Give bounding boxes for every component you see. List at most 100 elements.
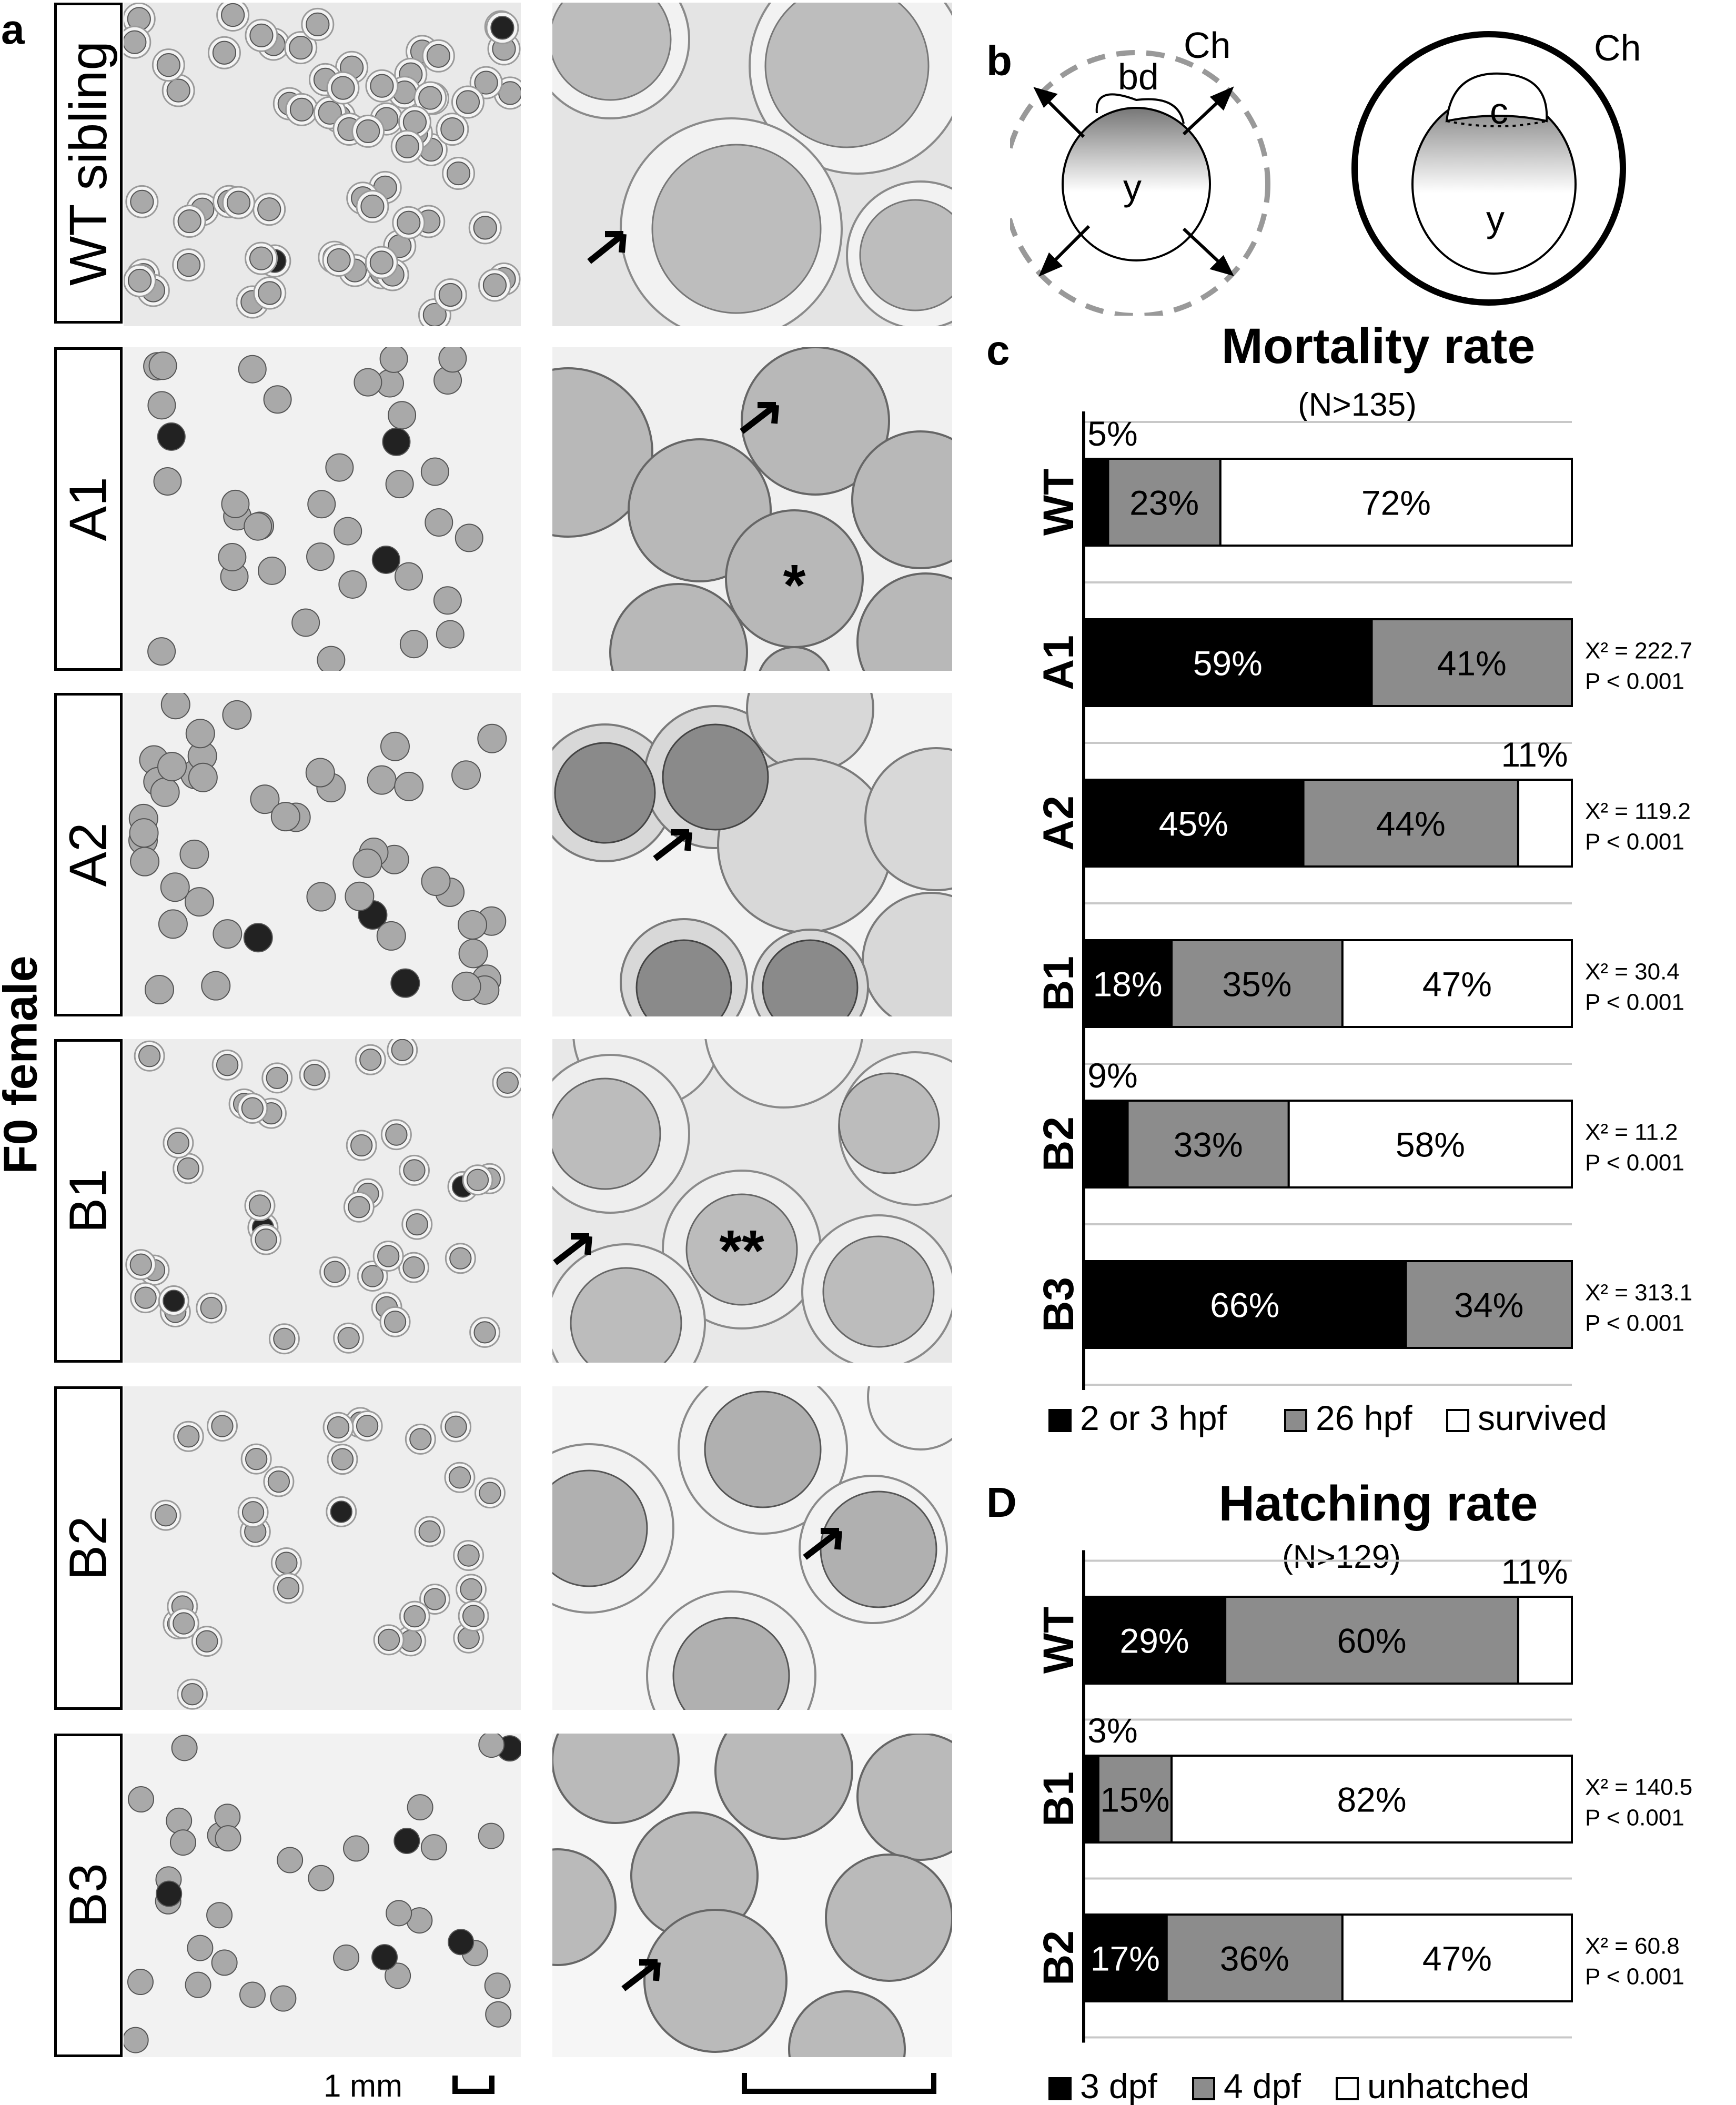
diagram-label-bd: bd bbox=[1118, 56, 1159, 97]
bar-b2-3-dpf bbox=[1083, 1913, 1168, 2002]
photo-a1-low-mag bbox=[124, 347, 521, 671]
photo-wt-low-mag bbox=[124, 3, 521, 326]
p-value-label: P < 0.001 bbox=[1585, 990, 1684, 1015]
data-label: 47% bbox=[1422, 1939, 1492, 1978]
bar-a1-26-hpf bbox=[1370, 618, 1573, 707]
panel-letter-c: c bbox=[986, 327, 1010, 374]
legend-label: 26 hpf bbox=[1316, 1398, 1412, 1437]
chi-square-label: X² = 140.5 bbox=[1585, 1775, 1692, 1800]
photo-b3-high-mag bbox=[552, 1734, 952, 2057]
category-label: A1 bbox=[1035, 635, 1083, 690]
bar-b2-26-hpf bbox=[1126, 1100, 1290, 1189]
photo-b2-high-mag bbox=[552, 1386, 952, 1710]
legend-swatch bbox=[1192, 2077, 1215, 2100]
bar-b3-2-or-3-hpf bbox=[1083, 1260, 1407, 1349]
photo-wt-high-mag bbox=[552, 3, 952, 326]
bar-b2-unhatched bbox=[1341, 1913, 1573, 2002]
data-label: 29% bbox=[1120, 1621, 1189, 1660]
asterisk-mark: * bbox=[783, 553, 806, 618]
side-label-f0-female: F0 female bbox=[0, 955, 47, 1174]
p-value-label: P < 0.001 bbox=[1585, 669, 1684, 694]
arrow-icon bbox=[587, 231, 627, 264]
bar-a1-2-or-3-hpf bbox=[1083, 618, 1373, 707]
bar-wt-26-hpf bbox=[1107, 458, 1222, 547]
data-label: 60% bbox=[1337, 1621, 1406, 1660]
diagram-label-ch-left: Ch bbox=[1184, 25, 1230, 66]
scale-bar-small bbox=[452, 2076, 494, 2094]
p-value-label: P < 0.001 bbox=[1585, 1964, 1684, 1990]
bar-a2-2-or-3-hpf bbox=[1083, 779, 1305, 868]
data-label: 82% bbox=[1337, 1780, 1406, 1819]
chi-square-label: X² = 313.1 bbox=[1585, 1280, 1692, 1306]
legend-label: unhatched bbox=[1367, 2067, 1529, 2105]
row-label-wt-sibling: WT sibling bbox=[54, 3, 123, 324]
data-label: 59% bbox=[1193, 644, 1263, 683]
legend-swatch bbox=[1284, 1409, 1307, 1432]
data-label: 18% bbox=[1093, 965, 1162, 1004]
data-label: 33% bbox=[1174, 1125, 1243, 1164]
arrow-icon bbox=[553, 1233, 592, 1265]
bar-b1-3-dpf bbox=[1083, 1755, 1099, 1844]
bar-b2-2-or-3-hpf bbox=[1083, 1100, 1129, 1189]
hatching-title: Hatching rate bbox=[1218, 1476, 1538, 1532]
photo-a2-high-mag bbox=[552, 693, 952, 1016]
arrow-icon bbox=[653, 829, 692, 861]
embryo-diagram: Ch bd y Ch c y bbox=[1010, 25, 1641, 316]
arrow-icon bbox=[621, 1959, 661, 1991]
egg-field-wt bbox=[124, 3, 521, 326]
p-value-label: P < 0.001 bbox=[1585, 1150, 1684, 1176]
hatching-chart: Hatching rate (N>129) 29% 60% 11% 3% 15% 82% 1… bbox=[1035, 1476, 1692, 2105]
bar-b2-survived bbox=[1287, 1100, 1573, 1189]
legend-label: survived bbox=[1478, 1398, 1607, 1437]
mortality-title: Mortality rate bbox=[1222, 318, 1536, 374]
chi-square-label: X² = 11.2 bbox=[1585, 1120, 1678, 1145]
legend-label: 3 dpf bbox=[1080, 2067, 1157, 2105]
data-label: 41% bbox=[1437, 644, 1507, 683]
bar-b1-unhatched bbox=[1170, 1755, 1573, 1844]
scale-bar-label: 1 mm bbox=[324, 2068, 402, 2103]
photo-b1-high-mag: ** bbox=[552, 1039, 952, 1363]
bar-wt-4-dpf bbox=[1224, 1596, 1519, 1685]
chi-square-label: X² = 222.7 bbox=[1585, 638, 1692, 664]
panel-letter-a: a bbox=[1, 6, 25, 53]
row-label-b3: B3 bbox=[54, 1734, 123, 2057]
diagram-label-c: c bbox=[1490, 90, 1508, 132]
legend-swatch bbox=[1446, 1409, 1469, 1432]
panel-letter-b: b bbox=[986, 37, 1012, 84]
category-label: B1 bbox=[1035, 956, 1083, 1011]
legend-swatch bbox=[1048, 1409, 1072, 1432]
row-label-a1: A1 bbox=[54, 347, 123, 671]
chorion-dashed bbox=[1010, 50, 1270, 316]
double-asterisk-mark: ** bbox=[719, 1218, 764, 1283]
bar-wt-survived bbox=[1219, 458, 1573, 547]
diagram-label-y-right: y bbox=[1486, 198, 1505, 239]
bar-wt-3-dpf bbox=[1083, 1596, 1227, 1685]
data-label: 66% bbox=[1210, 1286, 1279, 1325]
rupture-arrows bbox=[1033, 86, 1234, 277]
diagram-label-y-left: y bbox=[1123, 167, 1142, 208]
legend-label: 4 dpf bbox=[1224, 2067, 1301, 2105]
cells-right bbox=[1445, 72, 1548, 123]
legend-swatch bbox=[1048, 2077, 1072, 2100]
photo-b1-low-mag bbox=[124, 1039, 521, 1363]
bar-b1-survived bbox=[1341, 939, 1573, 1028]
data-label: 58% bbox=[1396, 1125, 1465, 1164]
photo-a1-high-mag: * bbox=[552, 347, 952, 671]
data-label: 11% bbox=[1501, 1552, 1568, 1591]
data-label: 35% bbox=[1222, 965, 1291, 1004]
row-label-b1: B1 bbox=[54, 1039, 123, 1363]
chi-square-label: X² = 60.8 bbox=[1585, 1933, 1680, 1959]
bar-wt-2-or-3-hpf bbox=[1083, 458, 1109, 547]
panel-letter-d: D bbox=[986, 1479, 1017, 1526]
legend-label: 2 or 3 hpf bbox=[1080, 1398, 1227, 1437]
data-label: 15% bbox=[1100, 1780, 1169, 1819]
photo-a2-low-mag bbox=[124, 693, 521, 1016]
data-label: 17% bbox=[1091, 1939, 1160, 1978]
category-label: WT bbox=[1035, 1607, 1083, 1674]
data-label: 47% bbox=[1422, 965, 1492, 1004]
hatching-subtitle: (N>129) bbox=[1282, 1539, 1401, 1575]
bar-b1-4-dpf bbox=[1097, 1755, 1173, 1844]
row-label-b2: B2 bbox=[54, 1386, 123, 1710]
data-label: 36% bbox=[1220, 1939, 1289, 1978]
bar-b3-26-hpf bbox=[1405, 1260, 1573, 1349]
